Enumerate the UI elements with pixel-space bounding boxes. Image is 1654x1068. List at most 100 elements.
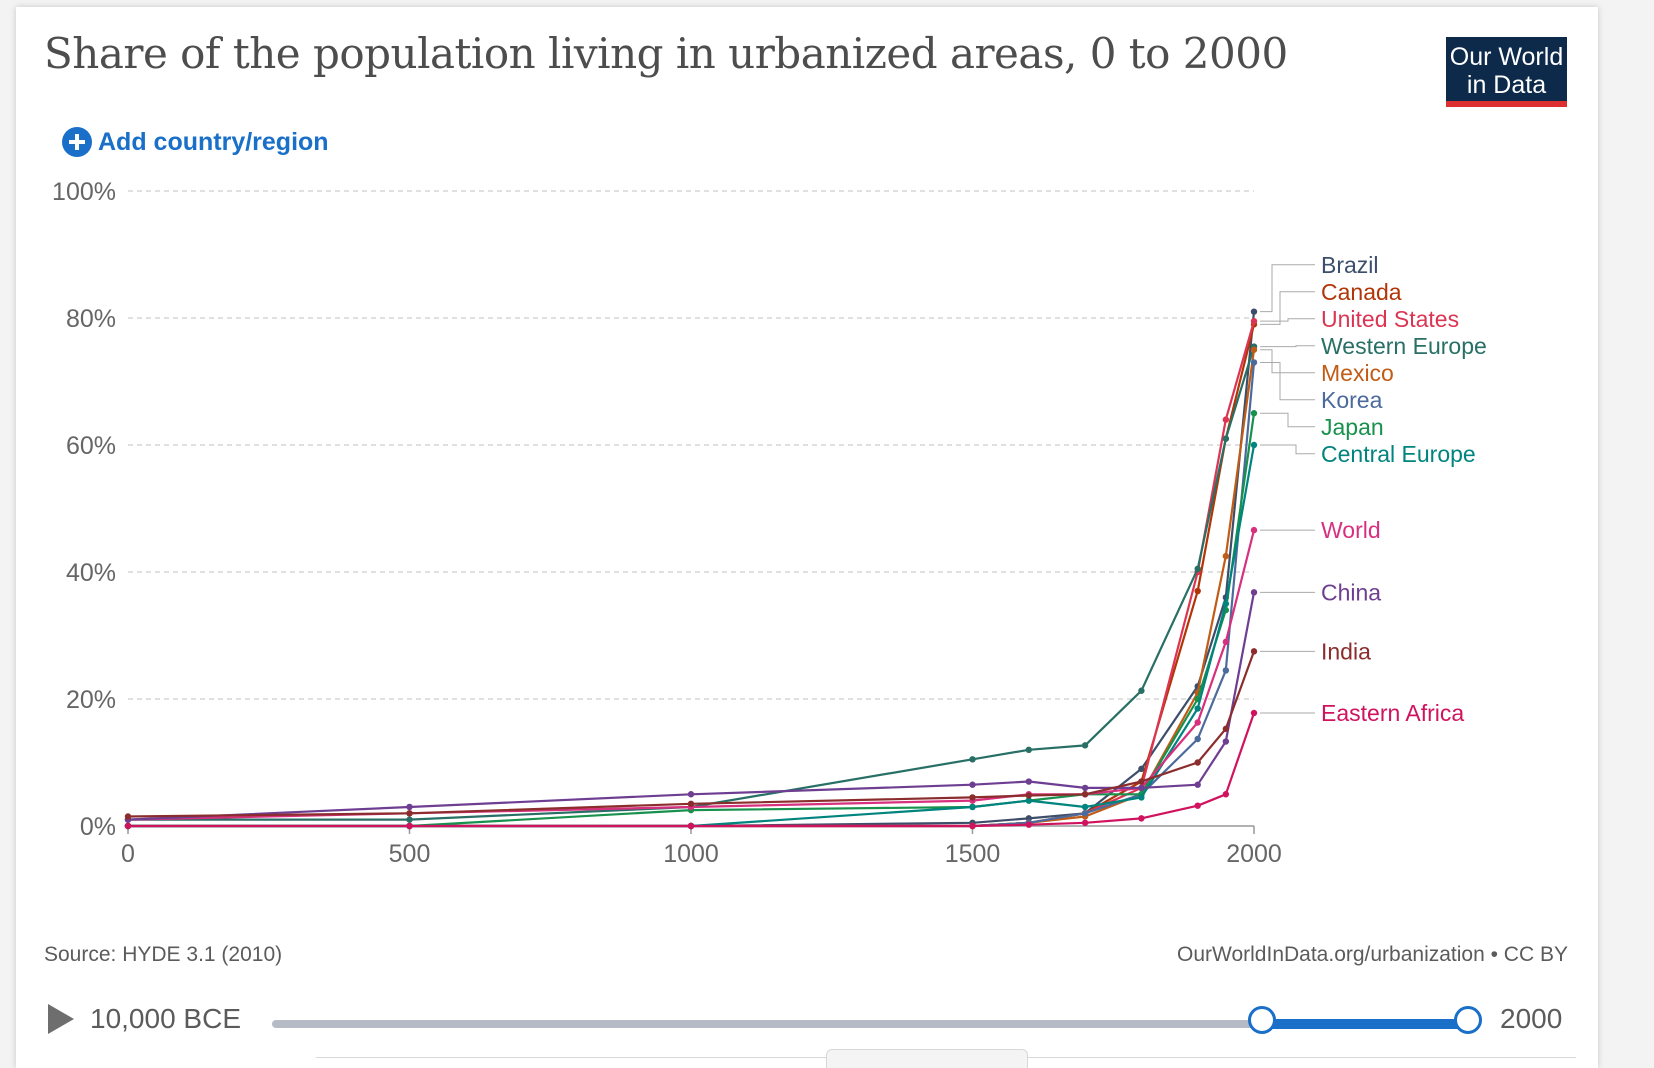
series-line-eastern-africa [128,712,1256,828]
series-label-korea: Korea [1321,387,1383,413]
y-tick-label: 100% [52,178,116,206]
data-point-world [1194,719,1201,726]
label-connector-central-europe [1260,444,1315,455]
data-point-eastern-africa [124,822,132,830]
data-point-china [1222,738,1230,745]
series-line-mexico [128,349,1256,828]
data-point-china [1081,784,1089,792]
data-point-india [1250,648,1258,655]
label-connector-brazil [1260,264,1315,313]
data-point-western-europe [1138,687,1145,694]
data-point-mexico [1250,346,1258,353]
data-point-korea [1081,810,1089,817]
series-line-japan [128,413,1256,828]
label-connector-united-states [1260,318,1315,322]
label-connector-western-europe [1260,345,1315,348]
data-point-western-europe [406,816,413,823]
x-tick-label: 2000 [1226,840,1282,868]
series-label-japan: Japan [1321,414,1384,440]
data-point-eastern-africa [687,822,695,830]
series-line-united-states [128,320,1256,828]
logo-line-1: Our World [1449,43,1564,71]
series-label-mexico: Mexico [1321,360,1394,386]
x-tick-label: 0 [121,840,135,868]
owid-logo[interactable]: Our World in Data [1446,37,1567,107]
timeline-start-handle[interactable] [1248,1006,1276,1034]
data-point-central-europe [1250,441,1258,449]
play-icon[interactable] [48,1004,74,1034]
data-point-india [406,810,413,817]
series-label-india: India [1321,638,1371,664]
series-label-canada: Canada [1321,279,1402,305]
data-point-china [687,791,695,798]
data-point-india [1138,778,1145,785]
data-point-eastern-africa [1222,791,1230,798]
add-country-button[interactable]: Add country/region [62,127,329,157]
timeline-selected-range [1260,1019,1466,1029]
series-line-china [127,592,1256,821]
data-point-western-europe [1025,746,1032,753]
data-point-central-europe [1194,705,1201,712]
data-point-china [406,803,413,811]
series-line-central-europe [128,444,1256,828]
series-label-central-europe: Central Europe [1321,441,1476,467]
data-point-eastern-africa [1138,815,1145,822]
y-tick-label: 20% [66,686,116,714]
data-point-china [1138,784,1145,792]
chart-title: Share of the population living in urbani… [44,29,1288,78]
tab-chart[interactable] [826,1049,1028,1068]
label-connector-mexico [1260,349,1315,374]
data-point-western-europe [1222,435,1230,442]
data-point-india [124,813,132,820]
data-point-india [1025,792,1032,799]
timeline-start-label: 10,000 BCE [90,1003,241,1034]
chart-card: Share of the population living in urbani… [16,7,1598,1068]
data-point-india [1222,725,1230,733]
data-point-china [1025,778,1032,785]
data-point-korea [1250,359,1258,366]
data-point-western-europe [1194,565,1201,573]
series-label-united-states: United States [1321,306,1459,332]
timeline-end-label: 2000 [1500,1003,1563,1034]
series-label-china: China [1321,579,1381,605]
series-label-brazil: Brazil [1321,252,1379,278]
x-tick-label: 500 [389,840,431,868]
data-point-india [1081,791,1089,798]
source-link[interactable]: OurWorldInData.org/urbanization • CC BY [1177,943,1568,966]
source-note: Source: HYDE 3.1 (2010) [44,943,283,966]
series-line-brazil [128,311,1256,828]
series-label-eastern-africa: Eastern Africa [1321,700,1464,726]
data-point-eastern-africa [1250,709,1258,717]
data-point-india [687,800,695,807]
timeline-track[interactable] [272,1020,1468,1028]
data-point-mexico [1222,552,1230,560]
y-tick-label: 40% [66,559,116,587]
data-point-central-europe [1025,797,1032,804]
series-line-world [127,529,1256,821]
series-line-canada [128,324,1256,828]
series-line-india [127,651,1256,818]
data-point-world [1250,526,1258,534]
data-point-brazil [1025,815,1032,822]
y-tick-label: 0% [80,813,116,841]
data-point-western-europe [1081,742,1089,749]
data-point-korea [1222,667,1230,674]
add-country-label: Add country/region [98,127,329,156]
plus-circle-icon [62,127,92,157]
data-point-brazil [1250,308,1258,315]
label-connector-korea [1260,361,1315,401]
y-tick-label: 60% [66,432,116,460]
data-point-eastern-africa [969,822,976,830]
x-tick-label: 1000 [663,840,719,868]
data-point-china [969,781,976,788]
data-point-korea [1194,735,1201,743]
data-point-united-states [1222,416,1230,423]
data-point-canada [1194,587,1201,595]
x-tick-label: 1500 [945,840,1001,868]
data-point-united-states [1250,317,1258,325]
data-point-central-europe [1081,803,1089,811]
timeline-end-handle[interactable] [1454,1006,1482,1034]
label-connector-canada [1260,291,1315,325]
y-tick-label: 80% [66,305,116,333]
data-point-central-europe [969,803,976,811]
